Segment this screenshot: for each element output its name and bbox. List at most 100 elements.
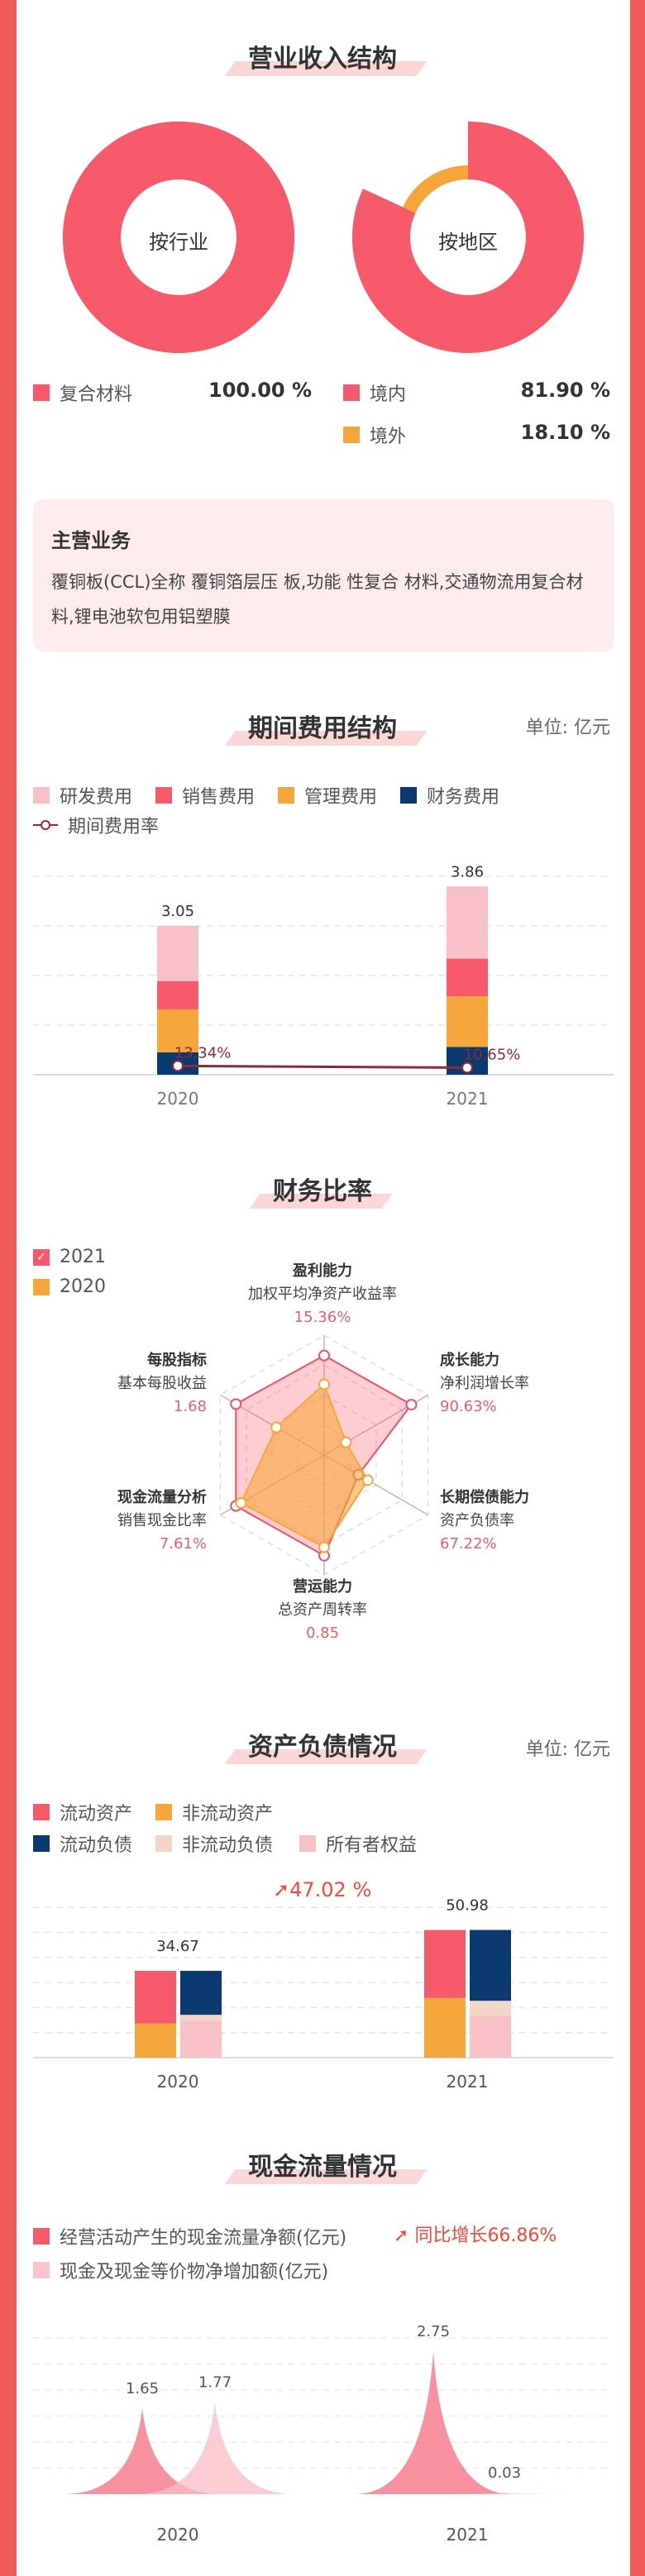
section-title-ratios: 财务比率 — [273, 1177, 372, 1206]
arrow-up-icon: ➚ — [273, 1878, 290, 1901]
data-label: 1.77 — [198, 2373, 232, 2391]
radar-axis-label: 盈利能力 加权平均净资产收益率 15.36% — [240, 1260, 405, 1329]
x-tick-label: 2021 — [447, 2525, 489, 2545]
revenue-donut-charts — [62, 122, 585, 353]
legend-item: 非流动资产 — [155, 1799, 273, 1825]
axis-value: 67.22% — [440, 1535, 497, 1553]
radar-axis-label: 长期偿债能力 资产负债率 67.22% — [440, 1486, 605, 1556]
line-marker-icon — [33, 819, 58, 831]
donut-slice-overseas — [403, 165, 468, 213]
legend-item: 流动资产 — [33, 1799, 132, 1825]
data-label: 2.75 — [417, 2323, 450, 2340]
financial-ratio-radar — [219, 1334, 429, 1576]
asset-bar-segment — [135, 2023, 176, 2058]
x-tick-label: 2020 — [157, 2525, 199, 2545]
balance-bar-chart: 34.67 2020 50.98 2021 — [33, 1897, 614, 2092]
axis-group: 成长能力 — [440, 1352, 499, 1369]
expense-bar-chart: 3.05 2020 3.86 2021 13.34% 10.65% — [33, 863, 614, 1109]
swatch — [33, 384, 50, 401]
liability-bar-segment — [470, 2015, 511, 2058]
rate-label: 10.65% — [464, 1046, 521, 1063]
section-title-balance: 资产负债情况 — [248, 1733, 397, 1762]
arrow-up-icon: ➚ — [394, 2225, 409, 2246]
data-label: 1.65 — [126, 2380, 159, 2397]
section-title-expense: 期间费用结构 — [248, 714, 397, 743]
legend-item: 销售费用 — [155, 782, 255, 809]
data-label: 0.03 — [488, 2464, 521, 2482]
bar-total-label: 3.86 — [451, 863, 484, 880]
radar-axis-label: 现金流量分析 销售现金比率 7.61% — [41, 1486, 207, 1556]
legend-item: 现金及现金等价物净增加额(亿元) — [33, 2257, 328, 2283]
legend-item: 流动负债 — [33, 1830, 132, 1857]
legend-value: 81.90 % — [520, 379, 610, 402]
radar-point — [361, 1474, 374, 1486]
legend-item: 境外 — [343, 422, 406, 448]
cashflow-growth: ➚ 同比增长66.86% — [394, 2225, 557, 2246]
axis-metric: 基本每股收益 — [117, 1375, 207, 1392]
axis-group: 长期偿债能力 — [440, 1489, 529, 1506]
axis-value: 90.63% — [440, 1398, 497, 1415]
report-page — [17, 0, 630, 2576]
radar-point — [230, 1398, 242, 1410]
axis-metric: 销售现金比率 — [117, 1512, 207, 1529]
main-business-title: 主营业务 — [51, 529, 131, 552]
x-tick-label: 2021 — [447, 2072, 489, 2092]
asset-bar-segment — [424, 1997, 466, 2058]
liability-bar-segment — [180, 2020, 222, 2058]
bar-total-label: 34.67 — [156, 1938, 199, 1955]
swatch — [343, 427, 360, 443]
axis-metric: 加权平均净资产收益率 — [248, 1286, 397, 1303]
legend-item: 境内 — [343, 379, 406, 406]
unit-label: 单位: 亿元 — [525, 1739, 610, 1760]
legend-toggle-2021[interactable]: ✓ 2021 — [33, 1247, 106, 1267]
cashflow-spike — [355, 2350, 512, 2494]
axis-metric: 净利润增长率 — [440, 1375, 529, 1392]
legend-label: 境外 — [370, 427, 407, 447]
legend-item: 非流动负债 — [155, 1830, 273, 1857]
rate-point — [461, 1061, 473, 1074]
legend-item-rate: 期间费用率 — [33, 812, 159, 838]
x-tick-label: 2020 — [157, 1089, 199, 1109]
bar-segment — [157, 1009, 198, 1052]
asset-bar-segment — [424, 1930, 466, 1998]
radar-point — [405, 1399, 418, 1411]
legend-value: 100.00 % — [208, 379, 313, 402]
axis-value: 1.68 — [173, 1398, 207, 1415]
section-title-revenue: 营业收入结构 — [248, 45, 397, 74]
radar-point — [318, 1349, 330, 1362]
bar-total-label: 50.98 — [446, 1897, 489, 1915]
axis-value: 7.61% — [159, 1535, 207, 1553]
radar-point — [270, 1421, 283, 1433]
cashflow-spike — [136, 2402, 294, 2494]
legend-toggle-2020[interactable]: 2020 — [33, 1276, 106, 1297]
bar-total-label: 3.05 — [161, 903, 194, 920]
main-business-card: 主营业务 覆铜板(CCL)全称 覆铜箔层压 板,功能 性复合 材料,交通物流用复… — [33, 499, 614, 651]
x-tick-label: 2021 — [447, 1089, 489, 1109]
radar-point — [340, 1436, 352, 1448]
rate-line — [177, 1064, 468, 1069]
axis-group: 盈利能力 — [293, 1262, 352, 1280]
donut-slice-composite — [63, 122, 294, 353]
bar-segment — [447, 996, 488, 1047]
liability-bar-segment — [470, 2001, 511, 2016]
legend-item: 财务费用 — [400, 782, 499, 809]
swatch — [343, 384, 360, 401]
donut-center-region: 按地区 — [438, 231, 498, 254]
axis-value: 0.85 — [305, 1624, 340, 1642]
donut-slice-domestic — [351, 122, 585, 353]
section-title-cashflow: 现金流量情况 — [248, 2153, 397, 2182]
axis-group: 每股指标 — [147, 1352, 207, 1369]
radar-axis-label: 每股指标基本每股收益 1.68 — [41, 1349, 207, 1419]
bar-segment — [447, 886, 488, 959]
bar-segment — [157, 926, 198, 981]
legend-label: 复合材料 — [60, 384, 133, 405]
liability-bar-segment — [180, 1970, 222, 2015]
radar-point — [318, 1541, 330, 1553]
legend-value: 18.10 % — [520, 421, 610, 444]
legend-item: 研发费用 — [33, 782, 132, 809]
unit-label: 单位: 亿元 — [525, 718, 610, 738]
legend-label: 境内 — [370, 384, 407, 405]
axis-metric: 总资产周转率 — [278, 1601, 367, 1619]
bar-segment — [447, 958, 488, 997]
rate-point — [172, 1060, 184, 1072]
